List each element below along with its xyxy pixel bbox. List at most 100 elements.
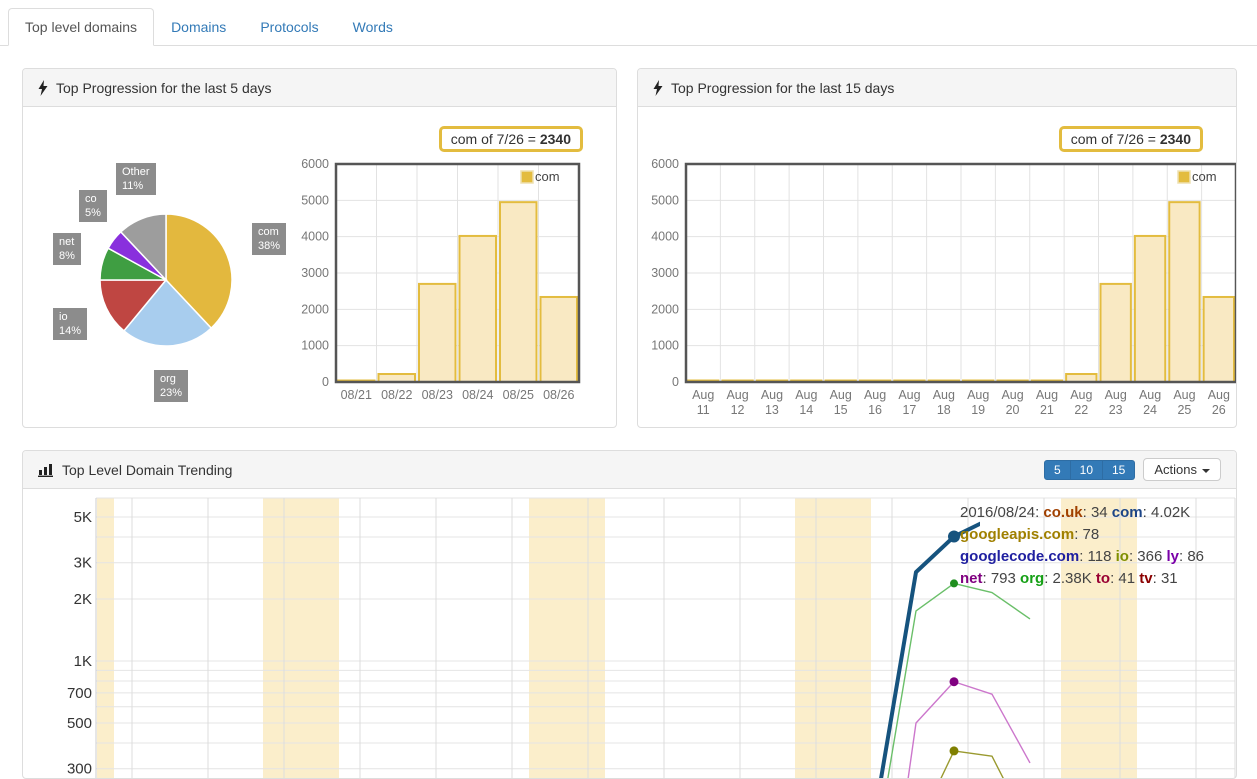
x-axis-label: 08/25 <box>503 388 534 402</box>
caret-down-icon <box>1202 468 1210 473</box>
weekend-band <box>263 498 339 778</box>
x-axis-label: Aug <box>830 388 852 402</box>
trend-tooltip-line: net: 793 org: 2.38K to: 41 tv: 31 <box>960 570 1178 587</box>
x-axis-label: 12 <box>731 403 745 417</box>
pie-label-co: co 5% <box>79 190 107 222</box>
tab-domains[interactable]: Domains <box>171 19 227 35</box>
trend-marker-com[interactable] <box>948 530 960 543</box>
y-axis-label: 2000 <box>301 302 329 316</box>
range-button-5[interactable]: 5 <box>1043 459 1071 480</box>
weekend-band <box>97 498 114 778</box>
pie-slice-Other[interactable] <box>119 213 167 282</box>
bar-08/24[interactable] <box>458 234 497 383</box>
lightning-icon <box>653 79 663 96</box>
bar-08/23[interactable] <box>418 282 457 383</box>
tab-bar: Top level domains Domains Protocols Word… <box>0 0 1257 46</box>
tld-pie-chart <box>99 213 233 347</box>
pie-label-net: net 8% <box>53 233 81 265</box>
range-button-15[interactable]: 15 <box>1103 459 1136 480</box>
x-axis-label: Aug <box>898 388 920 402</box>
x-axis-label: 08/22 <box>381 388 412 402</box>
tab-words[interactable]: Words <box>352 19 393 35</box>
y-axis-label: 3000 <box>301 266 329 280</box>
x-axis-label: Aug <box>1001 388 1023 402</box>
x-axis-label: Aug <box>967 388 989 402</box>
x-axis-label: Aug <box>795 388 817 402</box>
x-axis-label: Aug <box>1036 388 1058 402</box>
bar-Aug-26[interactable] <box>1202 295 1235 383</box>
trend-marker-io[interactable] <box>949 746 959 756</box>
panel-tld-trending: Top Level Domain Trending 5 10 15 Action… <box>22 450 1237 779</box>
trend-line-com[interactable] <box>878 518 992 779</box>
tab-top-level-domains[interactable]: Top level domains <box>8 8 155 46</box>
pie-label-io: io 14% <box>53 308 88 340</box>
weekend-band <box>529 498 605 778</box>
bar-chart-icon <box>38 463 54 477</box>
x-axis-label: 19 <box>971 403 985 417</box>
x-axis-label: 22 <box>1074 403 1088 417</box>
y-axis-label: 4000 <box>301 230 329 244</box>
y-axis-label: 0 <box>322 375 329 389</box>
range-button-group: 5 10 15 <box>1043 459 1136 480</box>
pie-label-org: org 23% <box>154 370 189 402</box>
pie-slice-org[interactable] <box>122 278 213 347</box>
x-axis-label: 08/26 <box>543 388 574 402</box>
x-axis-label: 13 <box>765 403 779 417</box>
pie-label-Other: Other 11% <box>116 163 156 195</box>
panel-top-progression-5-days: Top Progression for the last 5 days com … <box>22 68 617 428</box>
bar-Aug-24[interactable] <box>1133 234 1167 383</box>
legend-label: com <box>535 169 560 184</box>
tld-trending-line-chart: 5K 3K 2K 1K 700 500 300 <box>67 497 1236 779</box>
bar-08/25[interactable] <box>499 201 538 384</box>
x-axis-label: 21 <box>1040 403 1054 417</box>
trend-tooltip-line: googlecode.com: 118 io: 366 ly: 86 <box>960 548 1205 565</box>
trend-marker-net[interactable] <box>949 677 959 687</box>
trend-line-io[interactable] <box>916 750 1030 779</box>
y-axis-label: 2000 <box>651 302 679 316</box>
y-axis-label: 3000 <box>651 266 679 280</box>
plot-border <box>684 162 1236 384</box>
tab-protocols[interactable]: Protocols <box>260 19 319 35</box>
x-axis-label: 24 <box>1143 403 1157 417</box>
lightning-icon <box>38 79 48 96</box>
trend-line-net[interactable] <box>878 681 1031 779</box>
bar-Aug-23[interactable] <box>1099 282 1132 383</box>
y-axis-label: 5K <box>74 509 92 526</box>
x-axis-label: Aug <box>1208 388 1230 402</box>
trending-title: Top Level Domain Trending <box>62 461 233 478</box>
com-15day-bar-chart: 0100020003000400050006000Aug11Aug12Aug13… <box>651 157 1236 417</box>
tooltip-text: com of 7/26 = <box>1070 131 1160 147</box>
com-5day-bar-chart: 0 1000 2000 3000 4000 5000 6000 08/21 08/22 08/23… <box>301 157 581 402</box>
trend-tooltip-line: googleapis.com: 78 <box>960 526 1100 543</box>
x-axis-label: Aug <box>1139 388 1161 402</box>
x-axis-label: Aug <box>1173 388 1195 402</box>
weekend-band <box>1061 498 1137 778</box>
range-button-10[interactable]: 10 <box>1070 459 1103 480</box>
x-axis-label: 08/24 <box>462 388 493 402</box>
y-axis-label: 6000 <box>301 157 329 171</box>
actions-dropdown-button[interactable]: Actions <box>1143 458 1221 481</box>
trend-marker-org[interactable] <box>950 579 958 588</box>
pie-slice-com[interactable] <box>165 213 233 330</box>
x-axis-label: 17 <box>902 403 916 417</box>
pie-label-com: com 38% <box>252 223 287 255</box>
x-axis-label: 14 <box>799 403 813 417</box>
x-axis-label: 08/21 <box>341 388 372 402</box>
y-axis-label: 2K <box>74 591 92 608</box>
legend-label: com <box>1192 169 1217 184</box>
x-axis-label: Aug <box>726 388 748 402</box>
tooltip-value: 2340 <box>539 131 571 147</box>
x-axis-label: 11 <box>697 403 710 417</box>
y-axis-label: 1K <box>74 653 92 670</box>
bar-08/26[interactable] <box>539 295 578 383</box>
y-axis-label: 5000 <box>651 193 679 207</box>
trend-hover-tooltip: 2016/08/24: co.uk: 34 com: 4.02K googleap… <box>960 502 1204 590</box>
x-axis-label: Aug <box>864 388 886 402</box>
x-axis-label: Aug <box>692 388 714 402</box>
y-axis-label: 4000 <box>651 230 679 244</box>
y-axis-label: 500 <box>67 715 92 732</box>
x-axis-label: 15 <box>834 403 848 417</box>
chart-tooltip-5d: com of 7/26 = 2340 <box>438 126 583 152</box>
pie-slice-io[interactable] <box>99 279 168 332</box>
bar-Aug-25[interactable] <box>1168 201 1201 384</box>
